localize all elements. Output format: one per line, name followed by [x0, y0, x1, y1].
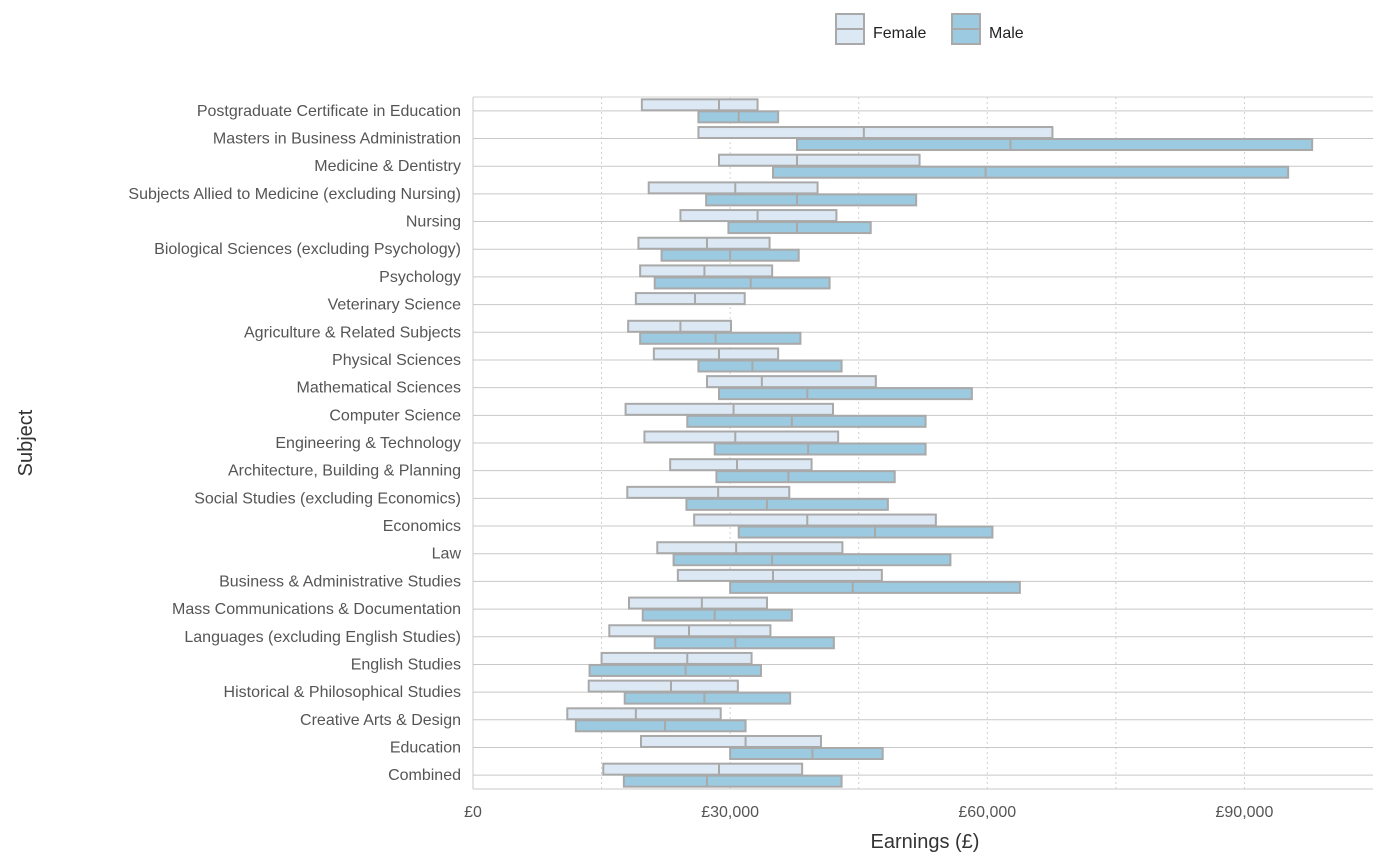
female-range-bar	[718, 153, 921, 167]
y-tick-label: Medicine & Dentistry	[314, 158, 461, 175]
male-range-bar	[718, 387, 973, 401]
female-range-bar	[669, 458, 813, 472]
male-range-bar	[713, 442, 927, 456]
male-range-bar	[622, 774, 843, 788]
y-tick-label: Social Studies (excluding Economics)	[194, 490, 461, 507]
male-range-bar	[729, 580, 1021, 594]
y-tick-label: Computer Science	[329, 407, 461, 424]
female-range-bar	[647, 181, 819, 195]
male-range-bar	[715, 470, 896, 484]
x-tick-label: £90,000	[1216, 804, 1274, 821]
female-range-bar	[626, 485, 791, 499]
male-range-bar	[685, 497, 889, 511]
y-tick-label: Languages (excluding English Studies)	[184, 629, 461, 646]
y-tick-label: Psychology	[379, 269, 461, 286]
y-tick-label: Creative Arts & Design	[300, 712, 461, 729]
x-axis-title: Earnings (£)	[871, 831, 980, 853]
male-range-bar	[653, 636, 835, 650]
y-tick-label: Veterinary Science	[328, 297, 462, 314]
male-range-bar	[639, 331, 802, 345]
y-tick-label: Historical & Philosophical Studies	[224, 684, 461, 701]
male-range-bar	[727, 221, 872, 235]
male-range-bar	[705, 193, 918, 207]
y-tick-label: English Studies	[351, 656, 461, 673]
female-range-bar	[706, 375, 877, 389]
y-tick-label: Agriculture & Related Subjects	[244, 324, 461, 341]
male-range-bar	[796, 138, 1314, 152]
female-range-bar	[639, 264, 774, 278]
y-tick-label: Mathematical Sciences	[296, 380, 461, 397]
x-tick-label: £30,000	[701, 804, 759, 821]
bars	[566, 98, 1314, 788]
x-tick-labels: £0 £30,000 £60,000 £90,000	[464, 804, 1273, 821]
female-range-bar	[693, 513, 937, 527]
male-range-bar	[772, 165, 1290, 179]
male-range-bar	[623, 691, 792, 705]
female-range-bar	[676, 568, 883, 582]
y-tick-label: Combined	[388, 767, 461, 784]
male-range-bar	[588, 663, 762, 677]
y-tick-label: Postgraduate Certificate in Education	[197, 103, 461, 120]
female-range-bar	[697, 126, 1054, 140]
y-tick-label: Engineering & Technology	[275, 435, 461, 452]
legend: Female Male	[835, 13, 1024, 45]
y-tick-label: Masters in Business Administration	[213, 131, 461, 148]
y-tick-label: Physical Sciences	[332, 352, 461, 369]
y-tick-label: Education	[390, 739, 461, 756]
x-tick-label: £0	[464, 804, 482, 821]
female-range-bar	[566, 707, 722, 721]
male-range-bar	[729, 746, 884, 760]
male-range-bar	[686, 414, 927, 428]
y-tick-labels: Postgraduate Certificate in Education Mas…	[128, 103, 461, 784]
legend-label: Female	[873, 25, 926, 42]
male-range-bar	[672, 553, 952, 567]
y-tick-label: Biological Sciences (excluding Psycholog…	[154, 241, 461, 258]
y-tick-label: Law	[432, 546, 462, 563]
female-range-bar	[628, 596, 768, 610]
legend-label: Male	[989, 25, 1024, 42]
female-range-bar	[640, 98, 759, 112]
female-range-bar	[652, 347, 780, 361]
female-range-bar	[640, 734, 822, 748]
female-range-bar	[637, 236, 771, 250]
male-range-bar	[641, 608, 793, 622]
male-range-bar	[737, 525, 994, 539]
male-range-bar	[653, 276, 831, 290]
female-range-bar	[643, 430, 840, 444]
y-tick-label: Architecture, Building & Planning	[228, 463, 461, 480]
female-range-bar	[602, 762, 804, 776]
y-tick-label: Business & Administrative Studies	[219, 573, 461, 590]
y-tick-label: Subjects Allied to Medicine (excluding N…	[128, 186, 461, 203]
female-range-bar	[634, 292, 746, 306]
y-axis-title: Subject	[15, 409, 37, 476]
female-range-bar	[600, 651, 753, 665]
male-range-bar	[697, 359, 843, 373]
x-tick-label: £60,000	[958, 804, 1016, 821]
female-range-bar	[624, 402, 834, 416]
legend-item-male: Male	[951, 13, 1024, 45]
y-tick-label: Economics	[383, 518, 461, 535]
y-tick-label: Mass Communications & Documentation	[172, 601, 461, 618]
legend-item-female: Female	[835, 13, 926, 45]
y-tick-label: Nursing	[406, 214, 461, 231]
female-range-bar	[656, 541, 844, 555]
male-range-bar	[574, 719, 747, 733]
female-range-bar	[587, 679, 739, 693]
